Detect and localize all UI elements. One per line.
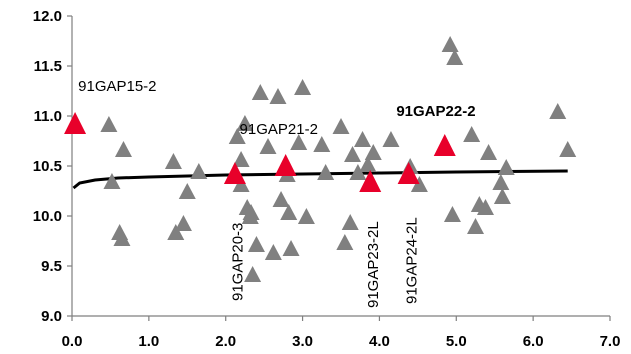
point-label: 91GAP20-3 — [230, 223, 247, 301]
data-point — [164, 153, 182, 169]
data-point — [236, 115, 254, 131]
data-point — [228, 128, 246, 144]
y-tick-label: 10.0 — [33, 208, 62, 225]
y-tick-label: 9.0 — [41, 308, 62, 325]
data-point — [269, 88, 287, 104]
data-point — [313, 136, 331, 152]
data-point — [114, 141, 132, 157]
data-point — [349, 164, 367, 180]
x-tick-label: 5.0 — [446, 333, 467, 350]
data-point — [476, 199, 494, 215]
data-point — [103, 173, 121, 189]
data-point — [259, 138, 277, 154]
y-tick-label: 9.5 — [41, 258, 62, 275]
data-point — [359, 156, 377, 172]
data-point — [280, 204, 298, 220]
data-point — [492, 174, 510, 190]
data-point — [463, 126, 481, 142]
point-label: 91GAP21-2 — [240, 121, 318, 138]
data-point — [443, 206, 461, 222]
annotations: 91GAP15-2 91GAP21-2 91GAP22-2 91GAP20-3 91GA… — [78, 78, 475, 308]
data-point — [446, 49, 464, 65]
x-tick-label: 0.0 — [62, 333, 83, 350]
highlight-point — [397, 162, 420, 184]
data-point — [559, 141, 577, 157]
y-axis: 9.0 9.5 10.0 10.5 11.0 11.5 12.0 — [33, 8, 73, 325]
data-point — [344, 146, 362, 162]
data-point — [480, 144, 498, 160]
data-point — [341, 214, 359, 230]
data-points — [64, 36, 577, 282]
data-point — [336, 234, 354, 250]
data-point — [244, 266, 262, 282]
y-tick-label: 11.5 — [34, 58, 62, 75]
data-point — [549, 103, 567, 119]
x-tick-label: 1.0 — [138, 333, 159, 350]
x-tick-label: 4.0 — [369, 333, 390, 350]
data-point — [232, 151, 250, 167]
data-point — [294, 79, 312, 95]
point-label: 91GAP24-2L — [403, 217, 420, 304]
point-label: 91GAP23-2L — [365, 221, 382, 308]
data-point — [242, 204, 260, 220]
data-point — [190, 163, 208, 179]
data-point — [290, 134, 308, 150]
point-label: 91GAP22-2 — [396, 103, 475, 120]
data-point — [100, 116, 118, 132]
data-point — [364, 144, 382, 160]
data-point — [467, 218, 484, 234]
y-tick-label: 12.0 — [33, 8, 62, 25]
data-point — [264, 244, 282, 260]
data-point — [297, 208, 315, 224]
data-point — [317, 164, 335, 180]
highlight-point — [433, 134, 456, 156]
data-point — [174, 215, 192, 231]
y-tick-label: 11.0 — [34, 108, 62, 125]
x-axis: 0.0 1.0 2.0 3.0 4.0 5.0 6.0 7.0 — [62, 315, 621, 350]
data-point — [441, 36, 459, 52]
x-tick-label: 7.0 — [600, 333, 621, 350]
data-point — [251, 84, 269, 100]
highlight-point — [64, 112, 87, 134]
data-point — [497, 159, 515, 175]
x-tick-label: 2.0 — [215, 333, 236, 350]
data-point — [113, 230, 131, 246]
data-point — [382, 131, 400, 147]
data-point — [167, 224, 185, 240]
data-point — [178, 183, 196, 199]
highlight-point — [359, 170, 382, 192]
data-point — [493, 188, 511, 204]
data-point — [332, 118, 350, 134]
highlight-point — [274, 154, 297, 176]
data-point — [354, 131, 372, 147]
highlight-point — [223, 162, 246, 184]
y-tick-label: 10.5 — [33, 158, 62, 175]
point-label: 91GAP15-2 — [78, 78, 156, 95]
data-point — [247, 236, 265, 252]
data-point — [282, 240, 300, 256]
data-point — [272, 191, 290, 207]
x-tick-label: 6.0 — [523, 333, 544, 350]
x-tick-label: 3.0 — [292, 333, 313, 350]
